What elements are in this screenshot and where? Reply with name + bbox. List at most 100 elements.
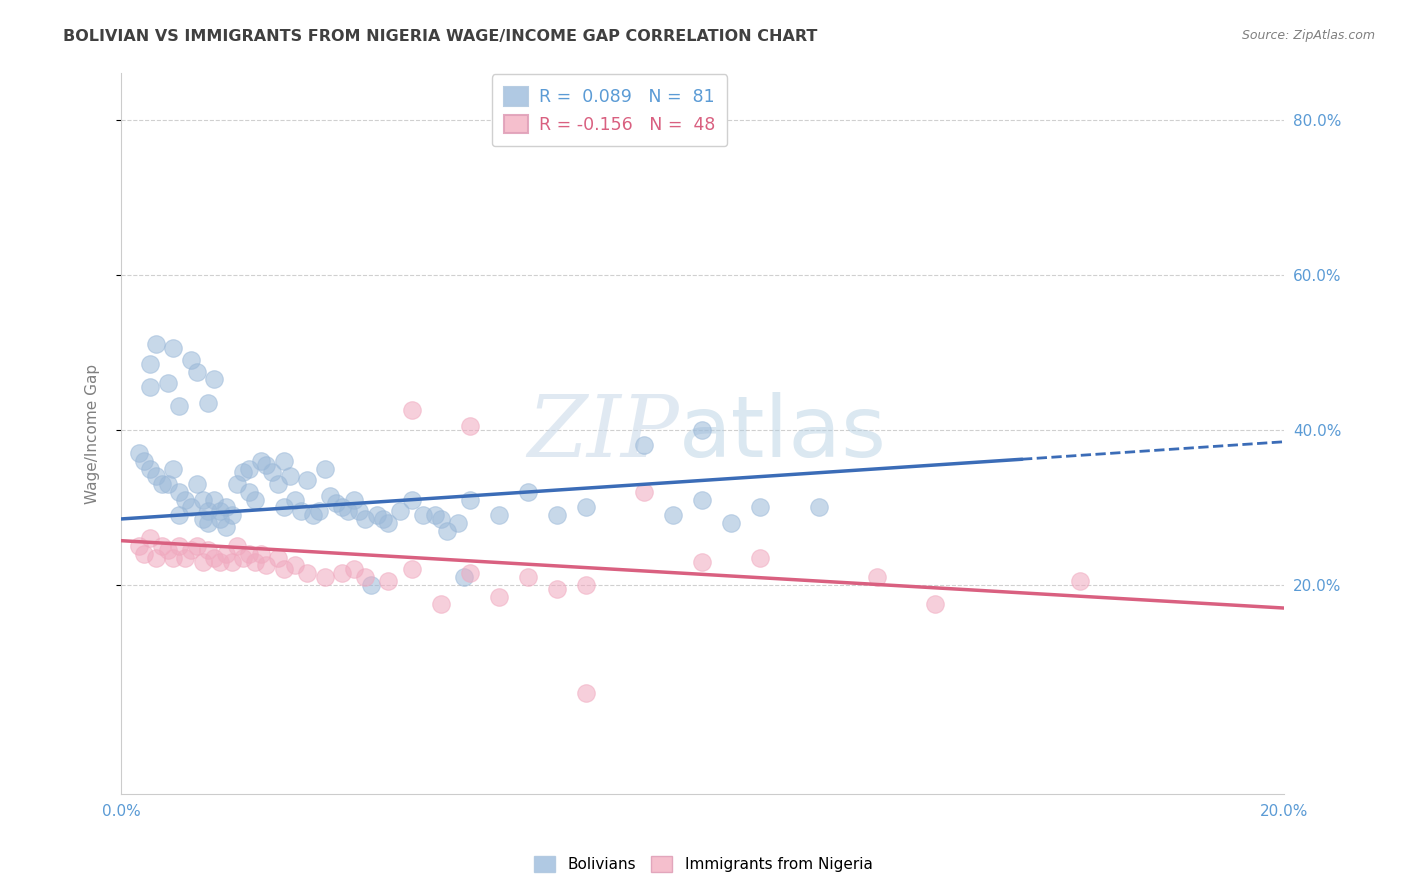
Point — [749, 500, 772, 515]
Point — [221, 508, 243, 522]
Point — [423, 508, 446, 522]
Text: Source: ZipAtlas.com: Source: ZipAtlas.com — [1241, 29, 1375, 42]
Point — [202, 492, 225, 507]
Point — [215, 500, 238, 515]
Point — [278, 469, 301, 483]
Point — [256, 458, 278, 472]
Point — [749, 550, 772, 565]
Point — [243, 492, 266, 507]
Point — [273, 454, 295, 468]
Point — [488, 590, 510, 604]
Point — [336, 504, 359, 518]
Point — [186, 477, 208, 491]
Point — [453, 570, 475, 584]
Point — [262, 466, 284, 480]
Point — [134, 454, 156, 468]
Point — [447, 516, 470, 530]
Point — [256, 558, 278, 573]
Point — [162, 550, 184, 565]
Point — [401, 403, 423, 417]
Point — [302, 508, 325, 522]
Point — [174, 550, 197, 565]
Point — [401, 562, 423, 576]
Point — [575, 500, 598, 515]
Text: BOLIVIAN VS IMMIGRANTS FROM NIGERIA WAGE/INCOME GAP CORRELATION CHART: BOLIVIAN VS IMMIGRANTS FROM NIGERIA WAGE… — [63, 29, 818, 44]
Point — [145, 337, 167, 351]
Point — [458, 492, 481, 507]
Point — [208, 504, 231, 518]
Point — [191, 512, 214, 526]
Point — [284, 558, 307, 573]
Point — [295, 473, 318, 487]
Point — [167, 508, 190, 522]
Point — [295, 566, 318, 581]
Text: ZIP: ZIP — [527, 392, 679, 475]
Point — [267, 550, 290, 565]
Point — [215, 547, 238, 561]
Text: atlas: atlas — [679, 392, 887, 475]
Point — [191, 555, 214, 569]
Point — [180, 543, 202, 558]
Point — [458, 566, 481, 581]
Point — [186, 539, 208, 553]
Legend: R =  0.089   N =  81, R = -0.156   N =  48: R = 0.089 N = 81, R = -0.156 N = 48 — [492, 74, 727, 146]
Point — [156, 543, 179, 558]
Point — [273, 500, 295, 515]
Point — [319, 489, 342, 503]
Point — [314, 461, 336, 475]
Point — [371, 512, 394, 526]
Point — [197, 543, 219, 558]
Point — [692, 492, 714, 507]
Point — [167, 484, 190, 499]
Point — [145, 469, 167, 483]
Point — [202, 372, 225, 386]
Point — [430, 512, 453, 526]
Point — [156, 376, 179, 391]
Point — [325, 496, 347, 510]
Point — [575, 578, 598, 592]
Point — [226, 539, 249, 553]
Point — [692, 555, 714, 569]
Y-axis label: Wage/Income Gap: Wage/Income Gap — [86, 364, 100, 504]
Point — [139, 532, 162, 546]
Point — [197, 395, 219, 409]
Point — [366, 508, 388, 522]
Point — [349, 504, 371, 518]
Point — [162, 461, 184, 475]
Point — [180, 353, 202, 368]
Point — [412, 508, 434, 522]
Point — [238, 547, 260, 561]
Point — [174, 492, 197, 507]
Point — [134, 547, 156, 561]
Point — [128, 539, 150, 553]
Point — [546, 508, 568, 522]
Point — [430, 597, 453, 611]
Point — [139, 380, 162, 394]
Point — [343, 492, 366, 507]
Point — [197, 504, 219, 518]
Point — [139, 461, 162, 475]
Point — [458, 418, 481, 433]
Point — [208, 512, 231, 526]
Point — [215, 519, 238, 533]
Point — [662, 508, 685, 522]
Point — [128, 446, 150, 460]
Point — [243, 555, 266, 569]
Point — [186, 365, 208, 379]
Point — [167, 400, 190, 414]
Point — [191, 492, 214, 507]
Point — [208, 555, 231, 569]
Point — [221, 555, 243, 569]
Point — [232, 466, 254, 480]
Point — [866, 570, 889, 584]
Point — [330, 500, 353, 515]
Point — [249, 454, 271, 468]
Point — [156, 477, 179, 491]
Point — [924, 597, 946, 611]
Point — [226, 477, 249, 491]
Point — [290, 504, 312, 518]
Point — [517, 570, 540, 584]
Point — [354, 512, 377, 526]
Point — [488, 508, 510, 522]
Point — [238, 484, 260, 499]
